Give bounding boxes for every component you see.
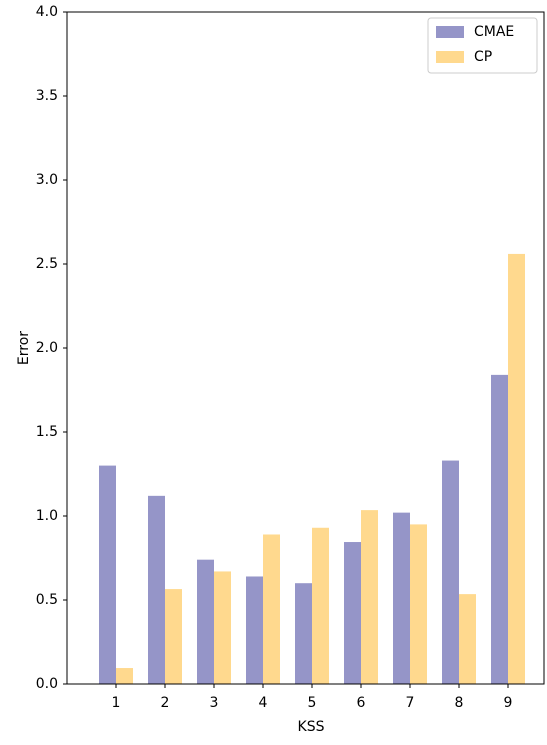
x-tick-label: 4 bbox=[259, 695, 268, 711]
legend-label: CMAE bbox=[474, 24, 514, 40]
bar bbox=[263, 534, 280, 684]
y-tick-label: 1.5 bbox=[36, 424, 58, 440]
legend-label: CP bbox=[474, 49, 492, 65]
bar bbox=[393, 512, 410, 684]
bar bbox=[344, 542, 361, 684]
y-tick-label: 0.5 bbox=[36, 592, 58, 608]
bar bbox=[148, 495, 165, 684]
bar bbox=[165, 589, 182, 684]
bar bbox=[491, 374, 508, 684]
x-tick-label: 3 bbox=[210, 695, 219, 711]
bar bbox=[442, 460, 459, 684]
x-tick-label: 5 bbox=[308, 695, 317, 711]
x-tick-label: 6 bbox=[357, 695, 366, 711]
bar bbox=[197, 559, 214, 684]
bar bbox=[295, 583, 312, 684]
bar bbox=[99, 465, 116, 684]
bar bbox=[116, 668, 133, 684]
bar bbox=[246, 576, 263, 684]
legend-swatch bbox=[436, 51, 464, 63]
bar bbox=[508, 253, 525, 685]
y-tick-label: 4.0 bbox=[36, 4, 58, 20]
x-tick-label: 7 bbox=[406, 695, 415, 711]
bar bbox=[361, 510, 378, 684]
y-tick-label: 2.5 bbox=[36, 256, 58, 272]
y-tick-label: 2.0 bbox=[36, 340, 58, 356]
x-tick-label: 8 bbox=[455, 695, 464, 711]
y-axis-label: Error bbox=[16, 331, 32, 365]
y-tick-label: 3.0 bbox=[36, 172, 58, 188]
x-tick-label: 9 bbox=[504, 695, 513, 711]
bar bbox=[312, 527, 329, 684]
x-tick-label: 1 bbox=[112, 695, 121, 711]
legend-swatch bbox=[436, 26, 464, 38]
bar bbox=[410, 524, 427, 684]
y-tick-label: 0.0 bbox=[36, 676, 58, 692]
x-tick-label: 2 bbox=[161, 695, 170, 711]
x-axis-label: KSS bbox=[298, 719, 325, 735]
y-tick-label: 1.0 bbox=[36, 508, 58, 524]
plot-frame bbox=[66, 11, 545, 685]
y-tick-label: 3.5 bbox=[36, 88, 58, 104]
bar bbox=[459, 594, 476, 684]
bar bbox=[214, 571, 231, 684]
